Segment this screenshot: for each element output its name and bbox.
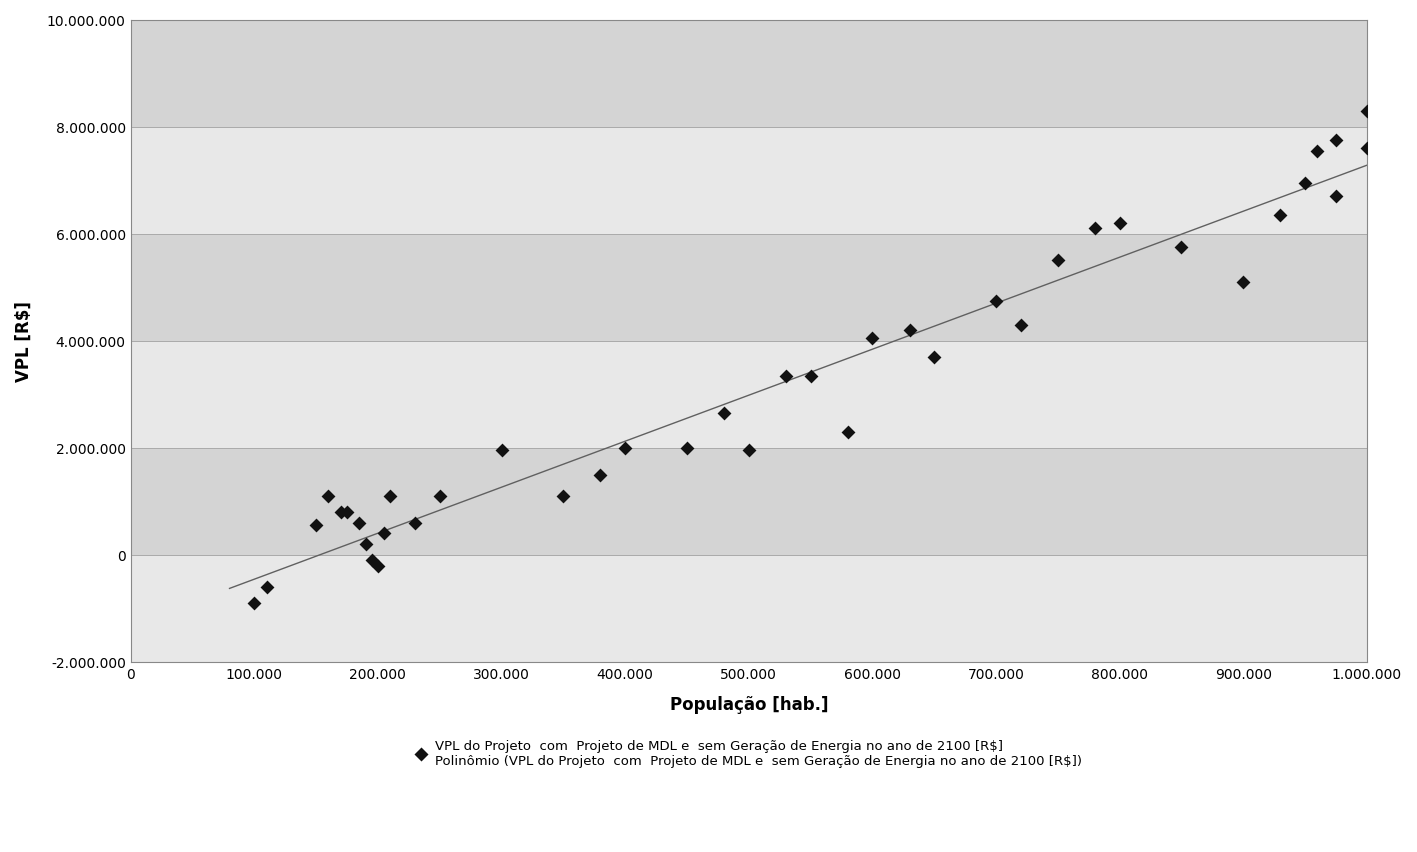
Point — [378, 490, 401, 504]
Bar — [130, 448, 1367, 556]
Point — [1231, 276, 1254, 290]
Point — [330, 505, 353, 519]
Point — [737, 444, 760, 458]
Point — [305, 519, 327, 532]
Point — [553, 490, 575, 504]
Point — [1325, 190, 1348, 204]
Point — [1270, 209, 1292, 222]
Point — [1356, 142, 1379, 156]
Point — [1047, 254, 1070, 268]
Y-axis label: VPL [R$]: VPL [R$] — [16, 301, 33, 382]
Point — [360, 554, 383, 567]
Point — [836, 425, 859, 439]
Point — [242, 596, 265, 610]
X-axis label: População [hab.]: População [hab.] — [669, 695, 828, 713]
Bar — [130, 20, 1367, 128]
Point — [1108, 217, 1131, 231]
Point — [775, 369, 798, 383]
Point — [799, 369, 822, 383]
Point — [317, 490, 340, 504]
Bar — [130, 342, 1367, 448]
Point — [922, 350, 945, 364]
Bar — [130, 128, 1367, 234]
Point — [354, 538, 377, 551]
Point — [349, 516, 371, 530]
Point — [985, 295, 1007, 308]
Bar — [130, 234, 1367, 342]
Point — [676, 441, 699, 455]
Point — [373, 527, 395, 541]
Point — [255, 580, 278, 594]
Legend: VPL do Projeto  com  Projeto de MDL e  sem Geração de Energia no ano de 2100 [R$: VPL do Projeto com Projeto de MDL e sem … — [417, 740, 1081, 768]
Point — [404, 516, 427, 530]
Point — [1009, 319, 1032, 332]
Point — [1170, 241, 1193, 255]
Point — [1325, 134, 1348, 147]
Point — [614, 441, 636, 455]
Point — [862, 331, 884, 345]
Point — [336, 505, 359, 519]
Point — [713, 406, 735, 420]
Point — [428, 490, 451, 504]
Bar — [130, 556, 1367, 662]
Point — [1306, 145, 1329, 158]
Point — [1084, 222, 1107, 236]
Point — [490, 444, 513, 458]
Point — [1356, 105, 1379, 118]
Point — [898, 324, 921, 337]
Point — [1294, 176, 1316, 190]
Point — [589, 468, 612, 481]
Point — [367, 559, 390, 573]
